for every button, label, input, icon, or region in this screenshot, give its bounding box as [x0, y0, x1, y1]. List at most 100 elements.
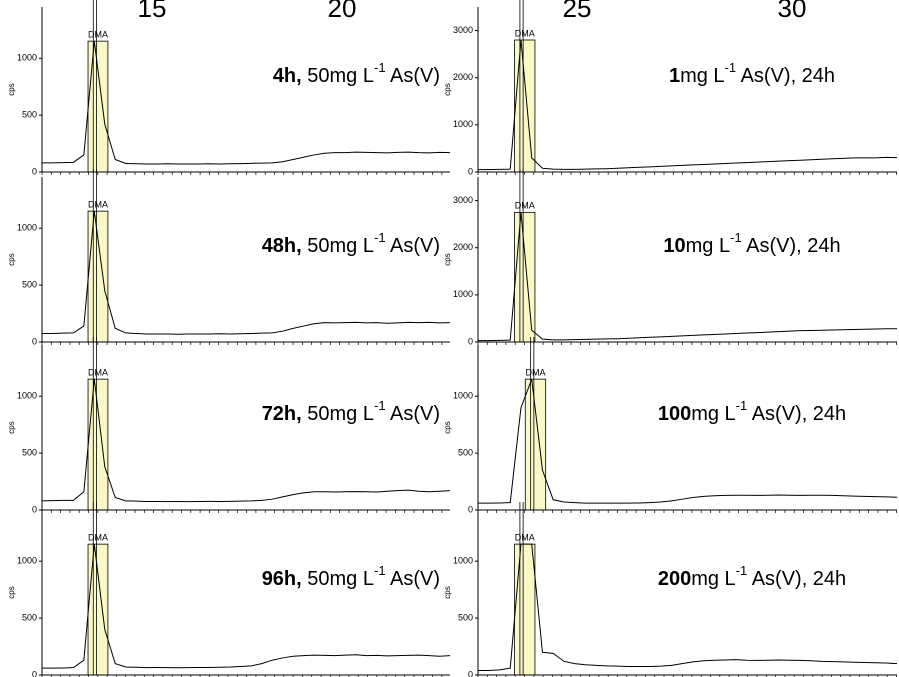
panel-label: 10mg L-1 As(V), 24h	[663, 230, 840, 257]
panel-label: 48h, 50mg L-1 As(V)	[262, 230, 440, 257]
y-tick-label: 1000	[453, 289, 473, 299]
label-rest: As(V), 24h	[747, 568, 846, 590]
y-tick-label: 1000	[17, 223, 37, 233]
x-axis-ticks	[477, 342, 897, 345]
label-sup: -1	[374, 60, 386, 75]
y-tick-label: 2000	[453, 242, 473, 252]
trace	[478, 39, 898, 171]
peak-annotation: DMA	[515, 533, 535, 543]
peak-window	[87, 378, 109, 511]
peak-annotation: DMA	[88, 533, 108, 543]
y-tick-label: 500	[22, 447, 37, 457]
label-sup: -1	[736, 563, 748, 578]
x-axis-ticks	[477, 172, 897, 175]
header-label: 15	[138, 0, 167, 23]
header-label: 30	[778, 0, 807, 23]
y-tick-label: 500	[458, 447, 473, 457]
trace	[478, 212, 897, 342]
header-label: 20	[328, 0, 357, 23]
peak-annotation: DMA	[515, 28, 535, 38]
y-tick-label: 1000	[17, 556, 37, 566]
y-tick-label: 1000	[17, 53, 37, 63]
peak-annotation: DMA	[525, 368, 545, 378]
label-sup: -1	[374, 563, 386, 578]
label-sup: -1	[736, 398, 748, 413]
y-tick-label: 0	[468, 166, 473, 176]
label-bold: 96h,	[262, 568, 302, 590]
y-tick-label: 2000	[453, 72, 473, 82]
y-tick-label: 1000	[453, 391, 473, 401]
header-label: 25	[563, 0, 592, 23]
label-sup: -1	[374, 230, 386, 245]
peak-annotation: DMA	[88, 368, 108, 378]
label-rest: As(V)	[386, 568, 440, 590]
label-sup: -1	[730, 230, 742, 245]
y-tick-label: 0	[468, 336, 473, 346]
label-bold: 100	[658, 403, 691, 425]
label-bold: 4h,	[273, 65, 302, 87]
label-bold: 48h,	[262, 235, 302, 257]
y-tick-label: 3000	[453, 25, 473, 35]
label-rest: As(V), 24h	[736, 65, 835, 87]
label-text: mg L	[691, 403, 735, 425]
peak-window	[87, 40, 109, 173]
trace	[42, 544, 451, 669]
y-axis-label: cps	[7, 586, 16, 598]
y-axis-label: cps	[443, 83, 452, 95]
label-text: 50mg L	[302, 568, 374, 590]
y-tick-label: 1000	[453, 119, 473, 129]
y-axis-label: cps	[443, 586, 452, 598]
panel-label: 1mg L-1 As(V), 24h	[669, 60, 835, 87]
y-axis-label: cps	[443, 421, 452, 433]
y-tick-label: 0	[32, 166, 37, 176]
y-tick-label: 0	[468, 504, 473, 514]
panel-label: 96h, 50mg L-1 As(V)	[262, 563, 440, 590]
y-tick-label: 1000	[453, 556, 473, 566]
peak-window	[524, 378, 547, 511]
x-axis-ticks	[41, 172, 443, 175]
y-axis-label: cps	[443, 253, 452, 265]
label-text: mg L	[680, 65, 724, 87]
label-text: 50mg L	[302, 403, 374, 425]
peak-annotation: DMA	[515, 201, 535, 211]
peak-annotation: DMA	[88, 30, 108, 40]
label-text: mg L	[691, 568, 735, 590]
panel-label: 100mg L-1 As(V), 24h	[658, 398, 846, 425]
trace	[42, 41, 451, 165]
peak-window	[514, 211, 536, 343]
trace	[42, 211, 451, 335]
label-rest: As(V), 24h	[742, 235, 841, 257]
label-rest: As(V)	[386, 65, 440, 87]
y-tick-label: 3000	[453, 195, 473, 205]
trace	[478, 543, 898, 671]
label-bold: 200	[658, 568, 691, 590]
label-sup: -1	[725, 60, 737, 75]
y-tick-label: 0	[32, 669, 37, 677]
label-bold: 72h,	[262, 403, 302, 425]
label-bold: 10	[663, 235, 685, 257]
label-text: mg L	[686, 235, 730, 257]
y-tick-label: 500	[22, 279, 37, 289]
y-tick-label: 0	[468, 669, 473, 677]
panel-label: 200mg L-1 As(V), 24h	[658, 563, 846, 590]
label-rest: As(V)	[386, 235, 440, 257]
y-tick-label: 1000	[17, 391, 37, 401]
y-tick-label: 0	[32, 504, 37, 514]
y-axis-label: cps	[7, 421, 16, 433]
panel-label: 72h, 50mg L-1 As(V)	[262, 398, 440, 425]
label-rest: As(V)	[386, 403, 440, 425]
label-sup: -1	[374, 398, 386, 413]
peak-window	[514, 39, 536, 173]
x-axis-ticks	[41, 342, 443, 345]
peak-window	[87, 543, 109, 676]
label-rest: As(V), 24h	[747, 403, 846, 425]
y-tick-label: 500	[22, 109, 37, 119]
peak-window	[514, 543, 536, 676]
label-bold: 1	[669, 65, 680, 87]
peak-annotation: DMA	[88, 200, 108, 210]
y-axis-label: cps	[7, 253, 16, 265]
y-tick-label: 0	[32, 336, 37, 346]
panel-label: 4h, 50mg L-1 As(V)	[273, 60, 440, 87]
